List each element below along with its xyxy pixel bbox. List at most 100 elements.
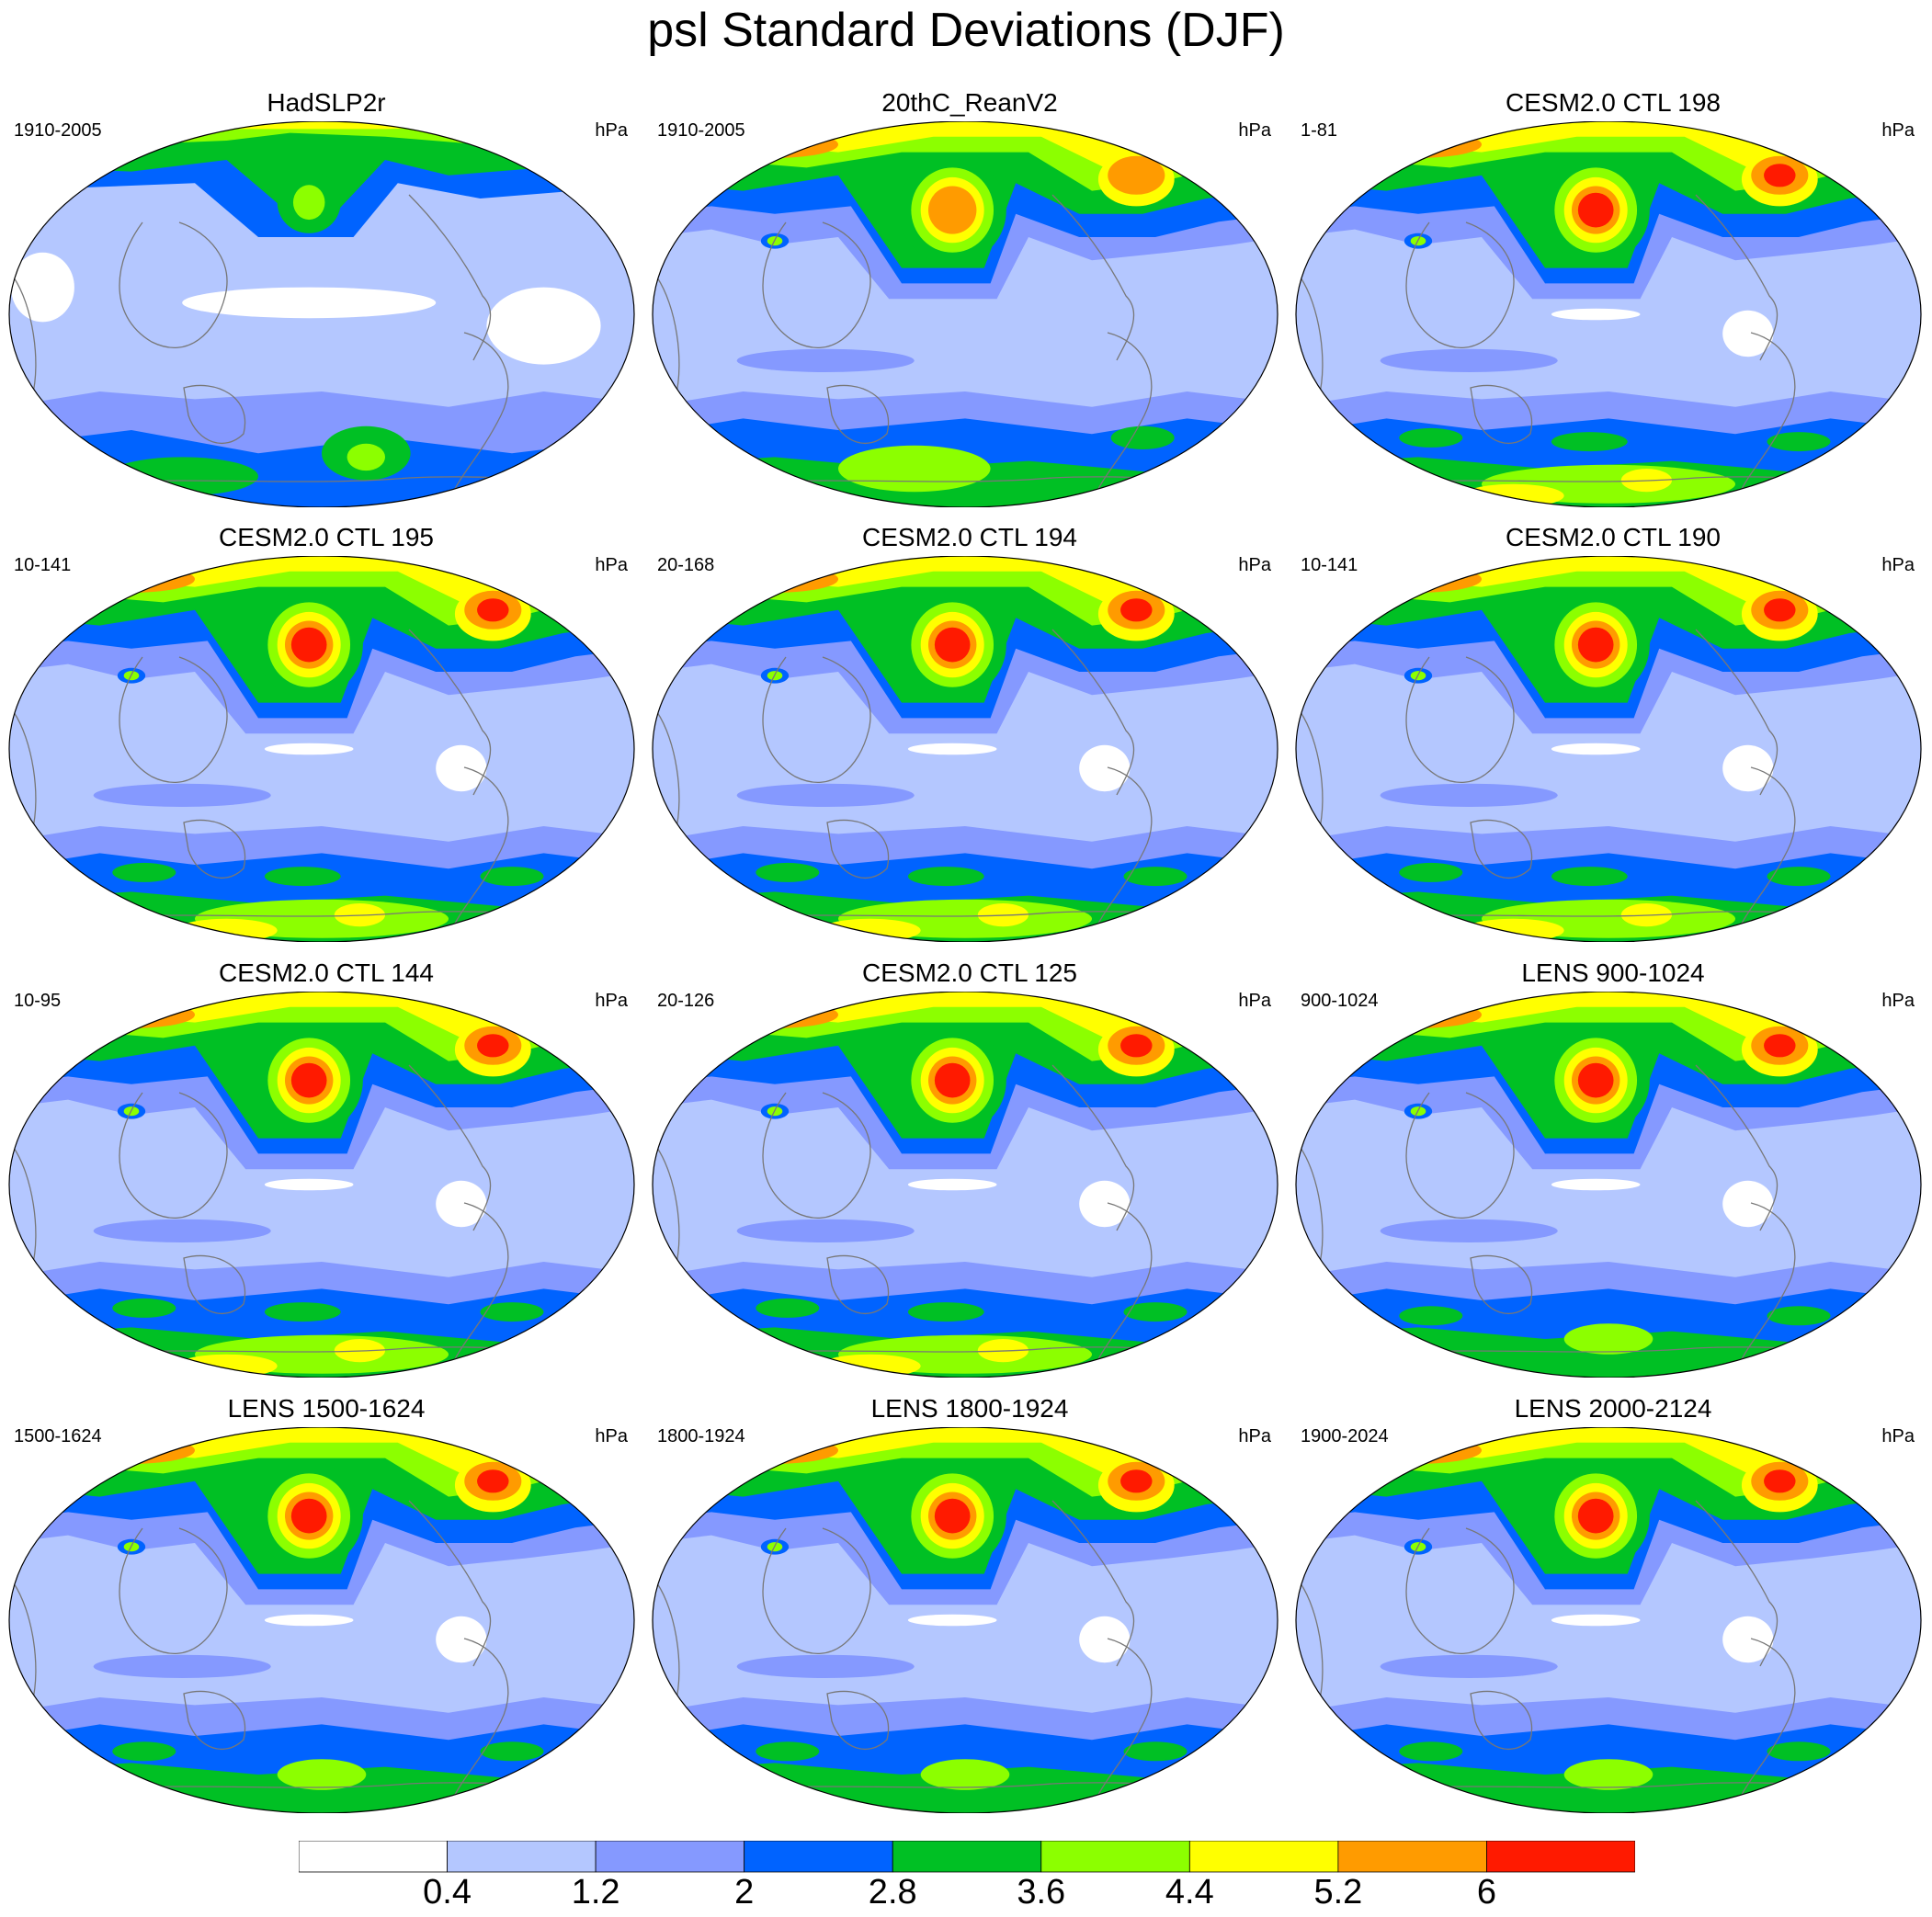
panel-units-label: hPa: [1881, 555, 1915, 575]
panel-years-label: 1910-2005: [14, 120, 102, 141]
colorbar-swatch: [1188, 1841, 1339, 1873]
contour-region: [80, 1003, 157, 1019]
coastline-australia: [1470, 1254, 1533, 1314]
coastline-south-america: [1741, 766, 1796, 924]
panel-units-label: hPa: [595, 991, 628, 1011]
panel-years-label: 1900-2024: [1301, 1426, 1389, 1446]
coastline-africa: [656, 1582, 680, 1704]
map-panel: LENS 1500-1624 1500-1624 hPa: [5, 1394, 648, 1817]
panel-title: 20thC_ReanV2: [881, 88, 1058, 117]
contour-region: [68, 1436, 195, 1464]
contour-region: [1764, 1469, 1796, 1493]
coastline-north-america: [1051, 194, 1135, 361]
contour-region: [264, 867, 341, 887]
coastline-australia: [183, 1690, 246, 1750]
contour-low-region: [264, 1178, 354, 1191]
contour-fill: [653, 121, 1278, 507]
map-plot: [652, 1427, 1279, 1813]
contour-low-region: [436, 744, 487, 792]
contour-low-region: [1551, 743, 1641, 755]
coastline-asia: [1405, 1092, 1515, 1219]
contour-band: [1380, 348, 1558, 372]
map-panel: 20thC_ReanV2 1910-2005 hPa: [648, 88, 1291, 511]
contour-band: [1380, 1654, 1558, 1678]
contour-region: [1764, 164, 1796, 187]
contour-region: [1110, 425, 1175, 449]
map-plot: [8, 1427, 635, 1813]
contour-region: [1123, 1741, 1188, 1762]
contour-region: [1577, 1062, 1614, 1098]
coastline-north-america: [408, 1064, 492, 1231]
contour-region: [1764, 1034, 1796, 1058]
contour-region: [480, 867, 544, 887]
map-outline: [652, 992, 1279, 1378]
contour-region: [1123, 867, 1188, 887]
coastline-australia: [826, 819, 890, 879]
panel-years-label: 1800-1924: [657, 1426, 745, 1446]
coastline-south-america: [454, 1638, 509, 1796]
map-plot: [1295, 556, 1922, 942]
contour-band: [9, 121, 634, 130]
panel-title: LENS 1500-1624: [227, 1394, 426, 1423]
coastlines: [1300, 194, 1862, 490]
panel-title: LENS 1800-1924: [870, 1394, 1069, 1423]
contour-region: [756, 1741, 820, 1762]
panel-units-label: hPa: [1238, 991, 1271, 1011]
contour-low-region: [264, 743, 354, 755]
map-outline: [1295, 556, 1922, 942]
coastline-asia: [762, 1527, 871, 1654]
coastline-africa: [1300, 277, 1324, 398]
coastline-africa: [1300, 711, 1324, 833]
panel-years-label: 1500-1624: [14, 1426, 102, 1446]
coastline-north-america: [408, 194, 492, 361]
contour-region: [723, 1003, 801, 1019]
contour-region: [723, 567, 801, 584]
panel-title: CESM2.0 CTL 125: [862, 958, 1077, 987]
contour-region: [1367, 1438, 1444, 1455]
contour-low-region: [1722, 744, 1774, 792]
panel-years-label: 10-95: [14, 991, 62, 1011]
coastline-australia: [1470, 1690, 1533, 1750]
coastline-asia: [119, 656, 228, 783]
contour-region: [1399, 1741, 1463, 1762]
coastline-asia: [762, 1092, 871, 1219]
coastline-australia: [826, 1690, 890, 1750]
contour-low-region: [1722, 1180, 1774, 1228]
colorbar-swatch: [595, 1841, 745, 1873]
contour-region: [1120, 1469, 1153, 1493]
contour-region: [1399, 1306, 1463, 1326]
contour-fill: [653, 992, 1278, 1378]
colorbar-tick-label: 4.4: [1165, 1873, 1214, 1911]
colorbar-tick-label: 2.8: [868, 1873, 917, 1911]
map-outline: [1295, 1427, 1922, 1813]
contour-region: [112, 1741, 176, 1762]
coastline-africa: [1300, 1582, 1324, 1704]
contour-region: [1120, 598, 1153, 622]
panel-title: CESM2.0 CTL 190: [1506, 523, 1721, 551]
contour-low-region: [1079, 744, 1131, 792]
contour-low-region: [264, 1614, 354, 1627]
contour-region: [1355, 1001, 1482, 1028]
coastline-africa: [13, 1582, 37, 1704]
contour-region: [264, 1302, 341, 1322]
contour-low-region: [436, 1616, 487, 1663]
contour-low-region: [486, 287, 601, 365]
coastline-africa: [13, 1147, 37, 1268]
coastline-africa: [656, 711, 680, 833]
contour-region: [1767, 867, 1831, 887]
map-plot: [8, 556, 635, 942]
figure-title: psl Standard Deviations (DJF): [647, 4, 1285, 57]
panel-years-label: 1-81: [1301, 120, 1338, 141]
contour-region: [1108, 155, 1165, 195]
contour-low-region: [436, 1180, 487, 1228]
map-panel: LENS 2000-2124 1900-2024 hPa: [1291, 1394, 1932, 1817]
colorbar-tick-label: 1.2: [571, 1873, 620, 1911]
colorbar-swatches: [299, 1841, 1635, 1873]
contour-region: [907, 867, 984, 887]
coastline-south-america: [1741, 1202, 1796, 1360]
contour-region: [1120, 1034, 1153, 1058]
contour-fill: [1296, 1427, 1921, 1813]
coastlines: [656, 194, 1219, 490]
contour-region: [723, 1438, 801, 1455]
panel-units-label: hPa: [1881, 120, 1915, 141]
